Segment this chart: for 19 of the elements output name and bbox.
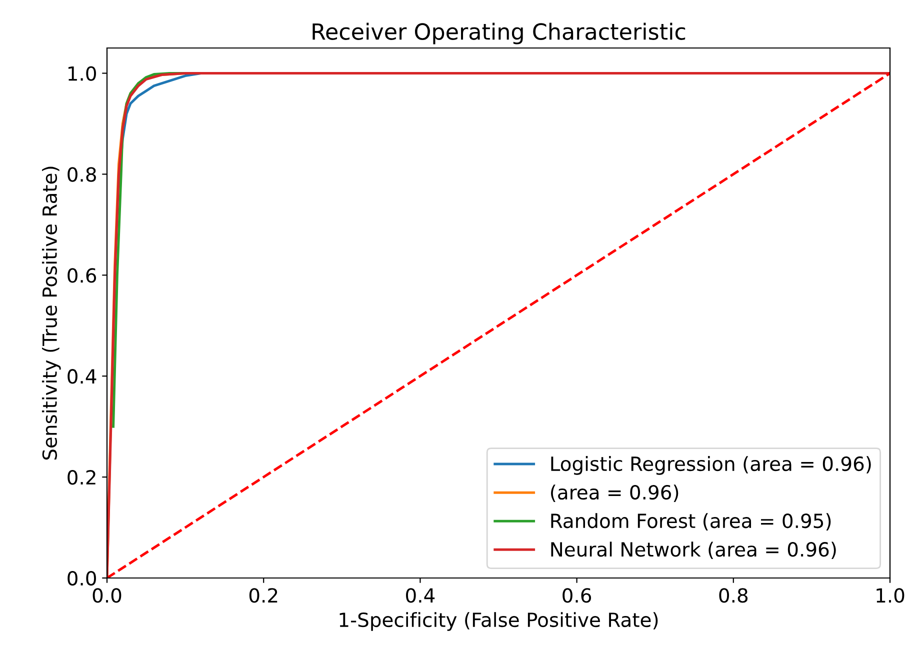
y-tick-label: 0.2 [68,470,96,485]
legend-label: (area = 0.96) [551,484,678,502]
x-tick-label: 0.8 [719,588,748,603]
y-axis-title: Sensitivity (True Positive Rate) [42,166,61,460]
x-tick-label: 0.2 [249,588,278,603]
y-tick-label: 1.0 [68,66,96,81]
chart-title: Receiver Operating Characteristic [312,22,686,44]
y-tick-label: 0.6 [68,268,96,283]
x-tick-label: 1.0 [876,588,904,603]
x-tick-label: 0.4 [406,588,435,603]
legend-label: Random Forest (area = 0.95) [551,513,831,530]
legend-label: Logistic Regression (area = 0.96) [551,456,871,475]
x-tick-label: 0.0 [92,588,122,603]
y-tick-label: 0.8 [68,167,96,182]
y-tick-label: 0.0 [68,570,96,586]
y-tick-label: 0.4 [68,369,96,384]
legend-label: Neural Network (area = 0.96) [551,542,836,560]
x-tick-label: 0.6 [562,588,592,603]
x-axis-title: 1-Specificity (False Positive Rate) [340,612,658,631]
